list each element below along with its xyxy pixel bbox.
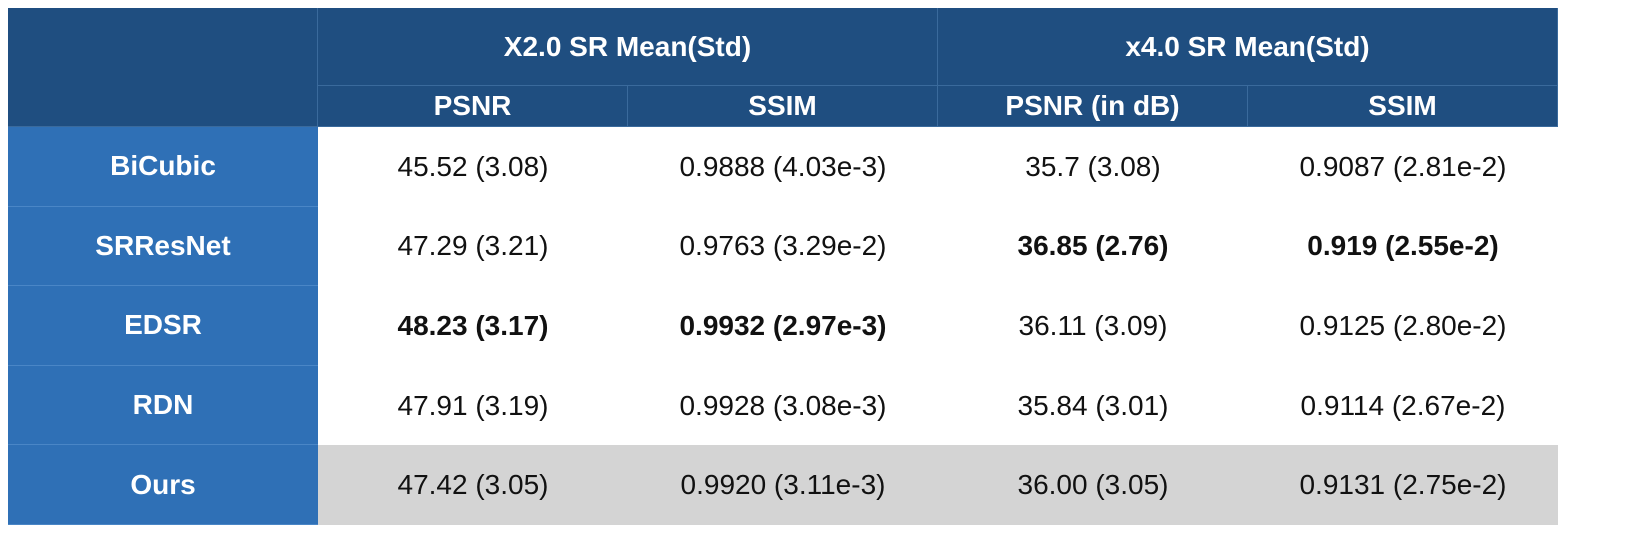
data-cell: 36.11 (3.09)	[938, 286, 1248, 366]
row-label: Ours	[8, 445, 318, 525]
row-label: EDSR	[8, 286, 318, 366]
group-header: X2.0 SR Mean(Std)	[318, 8, 938, 86]
data-cell: 0.9920 (3.11e-3)	[628, 445, 938, 525]
corner-cell	[8, 8, 318, 127]
column-header: PSNR (in dB)	[938, 86, 1248, 127]
data-cell: 0.9125 (2.80e-2)	[1248, 286, 1558, 366]
column-header: PSNR	[318, 86, 628, 127]
data-cell: 0.9888 (4.03e-3)	[628, 127, 938, 207]
results-table: X2.0 SR Mean(Std) x4.0 SR Mean(Std) PSNR SS…	[8, 8, 1558, 525]
row-label: BiCubic	[8, 127, 318, 207]
data-cell: 0.9114 (2.67e-2)	[1248, 365, 1558, 446]
data-cell: 45.52 (3.08)	[318, 127, 628, 207]
data-cell: 47.29 (3.21)	[318, 206, 628, 287]
data-cell: 0.9932 (2.97e-3)	[628, 286, 938, 366]
group-header: x4.0 SR Mean(Std)	[938, 8, 1558, 86]
data-cell: 0.9087 (2.81e-2)	[1248, 127, 1558, 207]
data-cell: 48.23 (3.17)	[318, 286, 628, 366]
data-cell: 47.91 (3.19)	[318, 365, 628, 446]
data-cell: 35.7 (3.08)	[938, 127, 1248, 207]
row-label: SRResNet	[8, 206, 318, 287]
data-cell: 36.00 (3.05)	[938, 445, 1248, 525]
column-header: SSIM	[628, 86, 938, 127]
data-cell: 0.9763 (3.29e-2)	[628, 206, 938, 287]
data-cell: 0.9131 (2.75e-2)	[1248, 445, 1558, 525]
column-header: SSIM	[1248, 86, 1558, 127]
data-cell: 0.919 (2.55e-2)	[1248, 206, 1558, 287]
data-cell: 0.9928 (3.08e-3)	[628, 365, 938, 446]
data-cell: 36.85 (2.76)	[938, 206, 1248, 287]
data-cell: 35.84 (3.01)	[938, 365, 1248, 446]
data-cell: 47.42 (3.05)	[318, 445, 628, 525]
row-label: RDN	[8, 365, 318, 446]
